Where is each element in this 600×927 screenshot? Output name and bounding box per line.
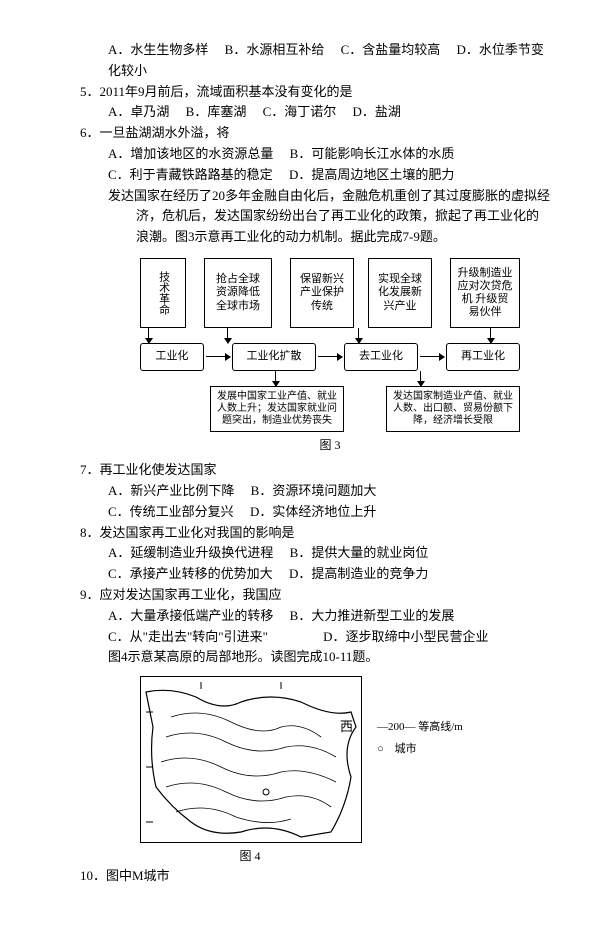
flow-bottom-1: 发达国家制造业产值、就业人数、出口额、贸易份额下降，经济增长受限	[386, 386, 520, 432]
legend-contour: —200— 等高线/m	[377, 716, 463, 738]
opt-d: D．逐步取缔中小型民营企业	[323, 629, 488, 644]
q9-options: A．大量承接低端产业的转移 B．大力推进新型工业的发展 C．从"走出去"转向"引…	[80, 606, 550, 648]
opt-d: D．盐湖	[353, 104, 401, 119]
flow-top-2: 保留新兴产业保护传统	[290, 258, 354, 328]
opt-a: A．卓乃湖	[108, 104, 169, 119]
q6-stem: 6．一旦盐湖湖水外溢，将	[80, 123, 550, 144]
opt-b: B．提供大量的就业岗位	[290, 545, 429, 560]
q5-options: A．卓乃湖 B．库塞湖 C．海丁诺尔 D．盐湖	[80, 102, 550, 123]
map-lon-1: 100°	[271, 676, 290, 679]
opt-b: B．大力推进新型工业的发展	[290, 608, 455, 623]
q10-stem: 10．图中M城市	[80, 866, 550, 887]
map-caption: 图 4	[140, 847, 360, 866]
opt-b: B．库塞湖	[186, 104, 247, 119]
q7-options: A．新兴产业比例下降 B．资源环境问题加大 C．传统工业部分复兴 D．实体经济地…	[80, 481, 550, 523]
q9-stem: 9．应对发达国家再工业化，我国应	[80, 585, 550, 606]
q8-stem: 8．发达国家再工业化对我国的影响是	[80, 523, 550, 544]
opt-c: C．传统工业部分复兴	[108, 504, 234, 519]
opt-b: B．水源相互补给	[225, 42, 325, 57]
map-lon-0: 105°	[191, 676, 210, 679]
map-region-label: 西	[340, 717, 353, 738]
opt-d: D．提高制造业的竞争力	[289, 566, 428, 581]
legend-city: ○ 城市	[377, 738, 463, 760]
opt-a: A．大量承接低端产业的转移	[108, 608, 273, 623]
passage-2: 图4示意某高原的局部地形。读图完成10-11题。	[80, 647, 550, 668]
flow-top-4: 升级制造业 应对次贷危机 升级贸易伙伴	[450, 258, 520, 328]
flow-bottom-0: 发展中国家工业产值、就业人数上升；发达国家就业问题突出，制造业优势丧失	[210, 386, 344, 432]
opt-c: C．海丁诺尔	[263, 104, 337, 119]
flow-mid-1: 工业化扩散	[232, 343, 316, 371]
opt-d: D．提高周边地区土壤的肥力	[289, 167, 454, 182]
flow-mid-2: 去工业化	[344, 343, 418, 371]
opt-a: A．增加该地区的水资源总量	[108, 146, 273, 161]
flow-top-3: 实现全球化发展新兴产业	[368, 258, 432, 328]
q4-options: A．水生生物多样 B．水源相互补给 C．含盐量均较高 D．水位季节变化较小	[80, 40, 550, 82]
q8-options: A．延缓制造业升级换代进程 B．提供大量的就业岗位 C．承接产业转移的优势加大 …	[80, 543, 550, 585]
opt-c: C．从"走出去"转向"引进来"	[108, 629, 268, 644]
q5-stem: 5．2011年9月前后，流域面积基本没有变化的是	[80, 82, 550, 103]
opt-b: B．可能影响长江水体的水质	[290, 146, 455, 161]
opt-b: B．资源环境问题加大	[251, 483, 377, 498]
diagram-caption: 图 3	[140, 436, 520, 455]
q7-stem: 7．再工业化使发达国家	[80, 460, 550, 481]
opt-c: C．利于青藏铁路路基的稳定	[108, 167, 273, 182]
opt-a: A．新兴产业比例下降	[108, 483, 234, 498]
opt-a: A．水生生物多样	[108, 42, 208, 57]
opt-c: C．含盐量均较高	[341, 42, 441, 57]
opt-d: D．实体经济地位上升	[250, 504, 376, 519]
flowchart-diagram: 技术革命 抢占全球资源降低全球市场 保留新兴产业保护传统 实现全球化发展新兴产业…	[140, 258, 520, 455]
map-legend: —200— 等高线/m ○ 城市	[362, 676, 463, 843]
opt-a: A．延缓制造业升级换代进程	[108, 545, 273, 560]
q6-options: A．增加该地区的水资源总量 B．可能影响长江水体的水质 C．利于青藏铁路路基的稳…	[80, 144, 550, 186]
flow-top-1: 抢占全球资源降低全球市场	[204, 258, 272, 328]
passage-1: 发达国家在经历了20多年金融自由化后，金融危机重创了其过度膨胀的虚拟经济，危机后…	[108, 186, 550, 248]
flow-top-0: 技术革命	[156, 271, 169, 315]
flow-mid-3: 再工业化	[446, 343, 520, 371]
flow-mid-0: 工业化	[140, 343, 204, 371]
opt-c: C．承接产业转移的优势加大	[108, 566, 273, 581]
map-figure: 105° 100° 25° 20° 15° 西 —200— 等高线/m ○ 城市	[140, 676, 470, 843]
